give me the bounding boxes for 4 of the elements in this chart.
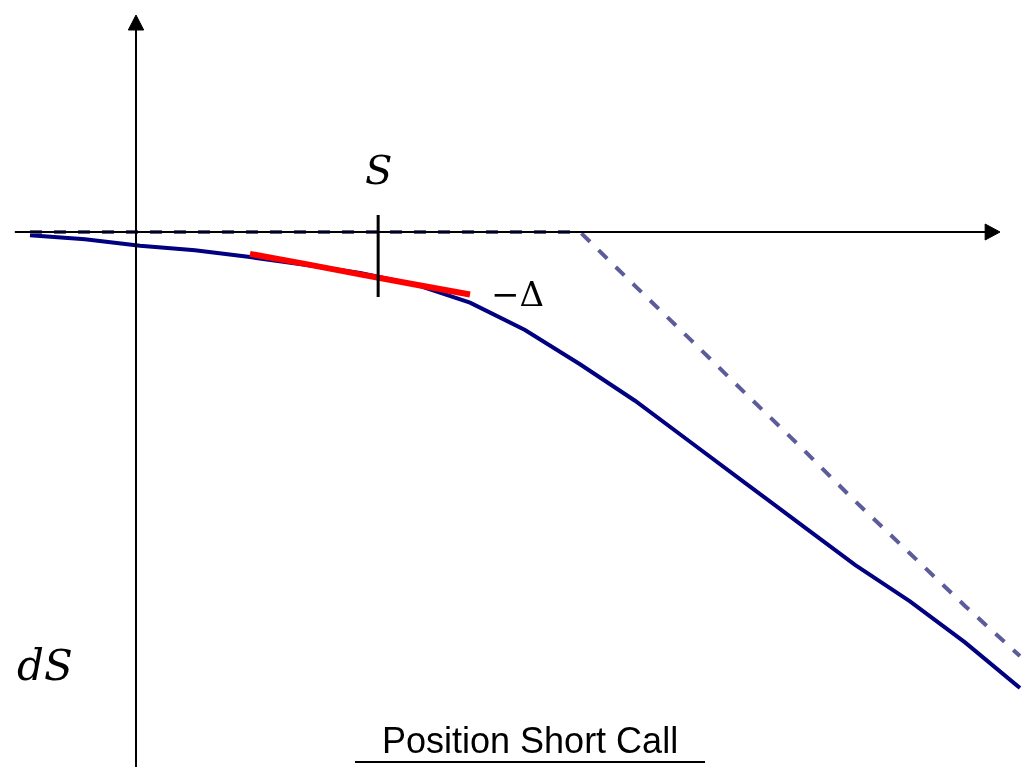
text: S bbox=[365, 147, 393, 193]
series-label: −Δ bbox=[491, 274, 545, 314]
y-axis-title: dS bbox=[17, 641, 73, 690]
text: Position Short Call bbox=[382, 720, 679, 761]
